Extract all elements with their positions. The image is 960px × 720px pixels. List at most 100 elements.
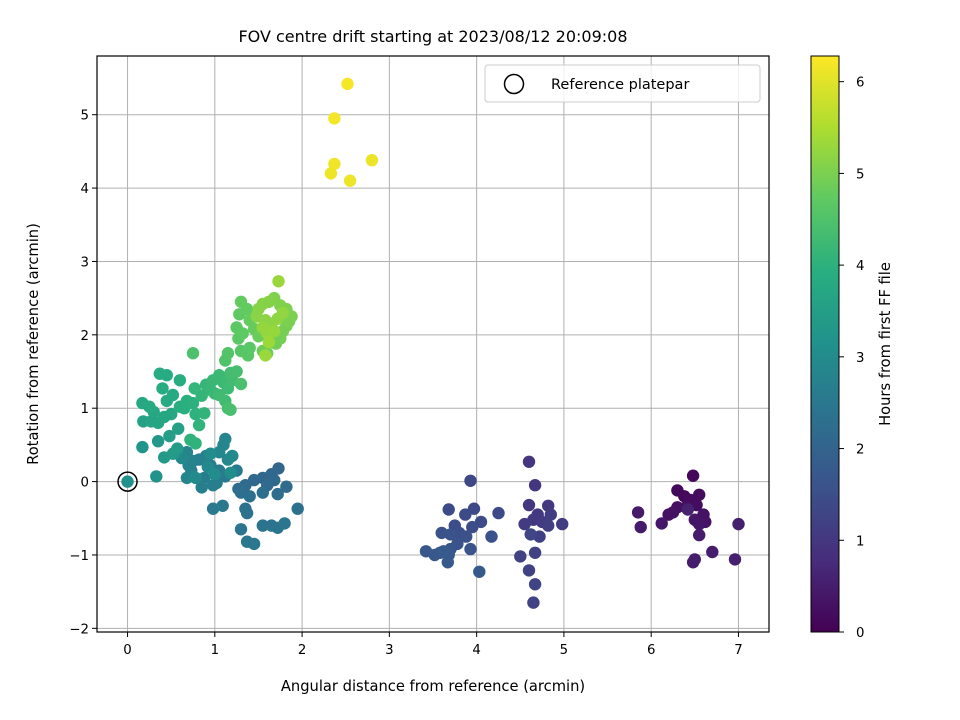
data-point: [485, 530, 498, 543]
data-point: [522, 498, 536, 512]
data-point: [444, 528, 457, 541]
data-point: [166, 388, 180, 402]
data-point: [256, 486, 269, 499]
data-point: [459, 508, 472, 521]
data-point: [437, 545, 450, 558]
data-point: [280, 480, 293, 493]
x-axis-ticks: 0 1 2 3 4 5 6 7: [123, 632, 743, 658]
x-tick-label: 7: [734, 643, 742, 658]
data-point: [221, 347, 235, 360]
data-point: [136, 440, 149, 454]
data-point: [466, 520, 479, 534]
data-point: [256, 321, 269, 334]
data-point: [234, 523, 248, 536]
data-point: [634, 520, 647, 534]
data-point: [259, 349, 272, 362]
data-point: [143, 400, 156, 413]
data-point: [291, 502, 304, 515]
y-tick-label: −2: [69, 622, 89, 637]
colorbar-tick-label: 4: [856, 259, 864, 274]
data-point: [278, 517, 291, 530]
data-point: [189, 471, 202, 485]
reference-point-fill: [121, 475, 134, 488]
data-point: [528, 578, 542, 591]
data-point: [728, 553, 742, 566]
colorbar-label: Hours from first FF file: [877, 262, 894, 426]
data-points: [136, 77, 745, 609]
data-point: [441, 556, 454, 569]
data-point: [173, 374, 187, 387]
data-point: [204, 447, 217, 460]
plot-frame: [96, 55, 770, 633]
data-point: [343, 174, 357, 187]
data-point: [262, 336, 276, 349]
data-point: [243, 490, 256, 503]
data-point: [188, 382, 201, 395]
colorbar-gradient: [811, 56, 839, 632]
legend: Reference platepar: [484, 64, 761, 103]
data-point: [365, 154, 379, 167]
x-tick-label: 2: [298, 643, 306, 658]
data-point: [198, 471, 211, 485]
data-point: [216, 499, 229, 512]
colorbar-tick-label: 6: [856, 76, 864, 91]
data-point: [328, 157, 341, 171]
data-point: [165, 407, 178, 421]
y-axis-label: Rotation from reference (arcmin): [25, 223, 42, 465]
data-point: [544, 508, 557, 521]
data-point: [234, 295, 248, 308]
colorbar-tick-label: 2: [856, 443, 864, 458]
data-point: [666, 506, 680, 519]
data-point: [172, 422, 185, 435]
x-tick-label: 5: [560, 643, 568, 658]
data-point: [171, 442, 184, 455]
y-tick-label: 5: [81, 109, 89, 124]
data-point: [514, 550, 527, 563]
data-point: [224, 466, 237, 479]
data-point: [198, 407, 211, 420]
x-axis-label: Angular distance from reference (arcmin): [281, 678, 585, 695]
data-point: [180, 471, 194, 485]
grid-lines: [97, 56, 769, 632]
data-point: [328, 112, 341, 125]
data-point: [195, 481, 208, 494]
y-axis-ticks: −2 −1 0 1 2 3 4 5: [69, 109, 97, 637]
data-point: [224, 403, 237, 416]
data-point: [518, 517, 531, 531]
data-point: [528, 546, 542, 559]
x-tick-label: 4: [472, 643, 480, 658]
data-point: [522, 564, 536, 577]
data-point: [693, 488, 706, 501]
data-point: [655, 517, 668, 530]
x-tick-label: 0: [123, 643, 131, 658]
legend-entry: Reference platepar: [551, 77, 689, 93]
data-point: [686, 469, 700, 482]
data-point: [247, 537, 261, 551]
reference-point-ring: [117, 471, 138, 492]
data-point: [268, 325, 281, 338]
data-point: [186, 396, 200, 410]
data-point: [681, 503, 694, 516]
x-tick-label: 1: [211, 643, 219, 658]
data-point: [236, 327, 249, 340]
x-tick-label: 3: [385, 643, 393, 658]
data-point: [693, 517, 706, 531]
data-point: [156, 382, 169, 395]
data-point: [631, 506, 645, 519]
data-point: [686, 556, 700, 569]
data-point: [272, 275, 285, 288]
data-point: [226, 449, 239, 463]
data-point: [542, 519, 555, 532]
colorbar-tick-label: 3: [856, 351, 864, 366]
data-point: [324, 167, 338, 180]
y-tick-label: 0: [81, 476, 89, 491]
data-point: [150, 470, 163, 483]
data-point: [151, 435, 165, 448]
data-point: [208, 468, 221, 481]
data-point: [527, 596, 540, 609]
data-point: [230, 365, 243, 378]
data-point: [256, 519, 269, 532]
data-point: [522, 455, 536, 468]
chart-title: FOV centre drift starting at 2023/08/12 …: [238, 27, 627, 46]
